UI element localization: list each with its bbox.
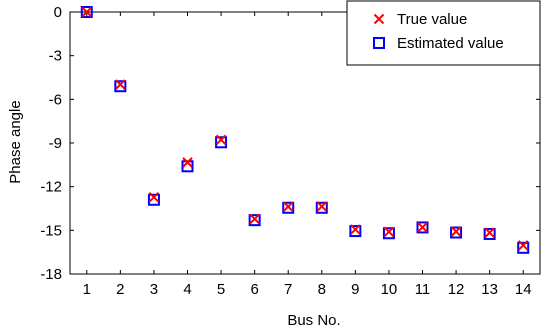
y-tick-label: -6 <box>49 91 62 108</box>
y-tick-label: -9 <box>49 135 62 152</box>
true-value-point <box>450 226 462 237</box>
x-tick-label: 6 <box>250 281 258 298</box>
true-value-point <box>182 157 193 168</box>
x-tick-label: 13 <box>481 281 498 298</box>
estimated-value-point <box>483 227 496 240</box>
true-value-point <box>81 6 92 18</box>
true-value-point <box>350 224 361 235</box>
x-tick-label: 9 <box>351 281 359 298</box>
x-tick-label: 2 <box>116 281 124 298</box>
y-tick-label: -3 <box>49 48 62 65</box>
y-tick-label: -12 <box>40 179 62 196</box>
x-tick-label: 3 <box>150 281 158 298</box>
true-value-point <box>383 226 395 237</box>
estimated-value-point <box>248 214 261 227</box>
x-tick-label: 14 <box>515 281 532 298</box>
x-tick-label: 7 <box>284 281 292 298</box>
estimated-value-point <box>215 136 228 149</box>
x-tick-label: 8 <box>318 281 326 298</box>
legend-box <box>346 0 541 66</box>
estimated-value-point <box>114 80 127 93</box>
y-tick-label: -15 <box>40 222 62 239</box>
x-tick-label: 10 <box>381 281 398 298</box>
estimated-value-point <box>80 6 93 18</box>
legend-marker-true-value <box>373 13 385 25</box>
y-tick-label: 0 <box>54 4 62 21</box>
true-value-point <box>316 201 327 212</box>
estimated-value-point <box>315 201 328 214</box>
estimated-value-point <box>517 241 530 254</box>
legend-label: True value <box>397 11 467 28</box>
legend-marker-estimated-value <box>373 37 385 49</box>
y-axis-label: Phase angle <box>7 100 24 183</box>
true-value-point <box>148 191 160 203</box>
true-value-point <box>215 134 227 146</box>
true-value-point <box>484 227 495 238</box>
y-tick-label: -18 <box>40 266 62 283</box>
x-tick-label: 12 <box>448 281 465 298</box>
x-tick-label: 11 <box>415 281 431 298</box>
x-tick-label: 1 <box>83 281 91 298</box>
ticks: 1 2 3 4 5 6 7 8 9 10 11 12 13 140-3-6-9-12-15-18 <box>40 4 540 298</box>
true-value-point <box>417 222 428 233</box>
estimated-value-point <box>416 221 429 234</box>
legend: True value Estimated value <box>346 0 541 66</box>
true-value-point <box>283 201 294 212</box>
estimated-value-point <box>147 193 160 206</box>
x-tick-label: 5 <box>217 281 225 298</box>
legend-label: Estimated value <box>397 35 504 52</box>
x-tick-label: 4 <box>183 281 191 298</box>
estimated-value-point <box>382 227 395 240</box>
legend-items: True value Estimated value <box>373 11 504 52</box>
x-axis-label: Bus No. <box>287 312 340 329</box>
data-points <box>80 6 530 254</box>
true-value-point <box>249 213 260 225</box>
estimated-value-point <box>349 225 362 238</box>
true-value-point <box>518 240 529 251</box>
true-value-point <box>115 79 126 90</box>
estimated-value-point <box>282 201 295 214</box>
estimated-value-point <box>450 226 463 239</box>
